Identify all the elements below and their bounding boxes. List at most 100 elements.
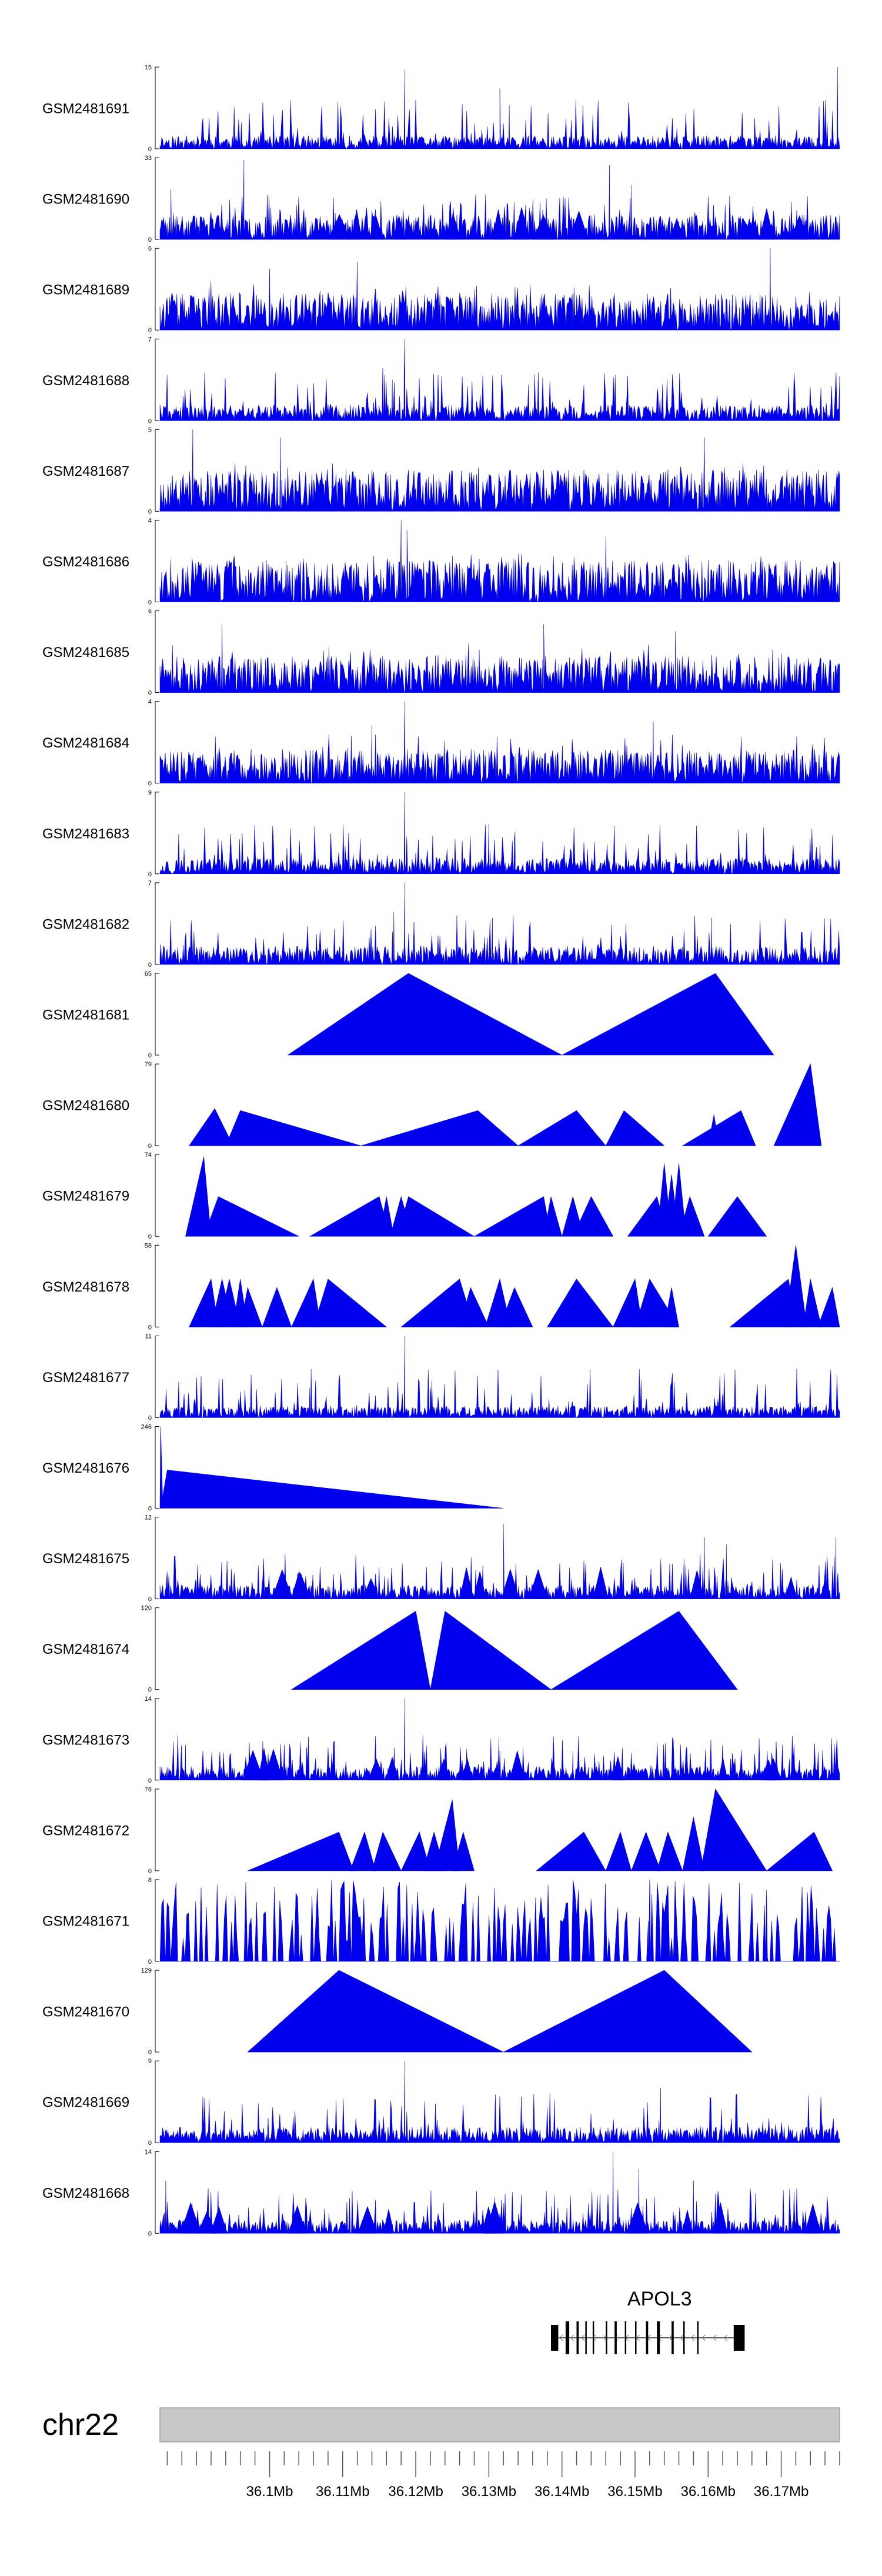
strand-arrow xyxy=(570,2334,574,2341)
y-min-label: 0 xyxy=(148,1777,152,1784)
track-GSM2481678: GSM2481678 58 0 xyxy=(42,1242,840,1331)
signal-peak xyxy=(593,1567,609,1599)
chromosome-ideogram xyxy=(159,2407,840,2442)
signal-peak xyxy=(362,1578,380,1599)
signal-peak xyxy=(461,1757,473,1781)
y-min-label: 0 xyxy=(148,2140,152,2147)
signal-area xyxy=(159,429,840,512)
track-label: GSM2481673 xyxy=(42,1732,129,1748)
y-min-label: 0 xyxy=(148,1233,152,1240)
signal-peak xyxy=(679,1196,705,1237)
y-min-label: 0 xyxy=(148,2049,152,2056)
signal-area xyxy=(159,66,840,149)
y-max-label: 6 xyxy=(148,245,152,252)
y-min-label: 0 xyxy=(148,1324,152,1331)
y-max-label: 76 xyxy=(145,1786,152,1793)
y-max-label: 79 xyxy=(145,1061,152,1068)
signal-area xyxy=(159,624,840,693)
track-label: GSM2481676 xyxy=(42,1460,129,1476)
signal-peak xyxy=(803,1279,822,1327)
track-label: GSM2481681 xyxy=(42,1007,129,1023)
track-label: GSM2481669 xyxy=(42,2095,129,2111)
track-label: GSM2481670 xyxy=(42,2004,129,2020)
signal-area xyxy=(159,1336,840,1419)
x-axis-tick-label: 36.1Mb xyxy=(246,2484,293,2500)
x-axis-tick-label: 36.17Mb xyxy=(754,2484,808,2500)
signal-peak xyxy=(513,207,530,240)
signal-peak xyxy=(499,1287,533,1327)
track-GSM2481674: GSM2481674 120 0 xyxy=(42,1605,738,1694)
x-axis-tick-label: 36.12Mb xyxy=(388,2484,443,2500)
gene-exon xyxy=(657,2321,660,2354)
signal-peak xyxy=(185,1156,212,1237)
signal-peak xyxy=(189,1278,219,1327)
signal-peak xyxy=(612,1756,624,1781)
gene-exon xyxy=(606,2321,607,2354)
signal-peak xyxy=(368,215,383,240)
signal-peak xyxy=(718,1757,728,1781)
signal-peak xyxy=(459,1567,474,1599)
y-max-label: 6 xyxy=(148,608,152,615)
track-GSM2481670: GSM2481670 129 0 xyxy=(42,1967,753,2056)
signal-peak xyxy=(180,2202,202,2234)
track-GSM2481686: GSM2481686 4 0 xyxy=(42,518,840,606)
y-min-label: 0 xyxy=(148,1687,152,1694)
signal-peak xyxy=(160,1470,504,1509)
signal-peak xyxy=(437,1759,450,1781)
signal-peak xyxy=(713,2202,728,2234)
signal-peak xyxy=(682,1817,705,1871)
y-max-label: 129 xyxy=(141,1967,152,1974)
x-axis-tick-label: 36.11Mb xyxy=(316,2484,370,2500)
y-max-label: 8 xyxy=(148,1877,152,1884)
signal-area xyxy=(159,1524,840,1600)
signal-area xyxy=(159,248,840,331)
y-max-label: 15 xyxy=(145,64,152,71)
track-label: GSM2481678 xyxy=(42,1279,129,1295)
y-max-label: 74 xyxy=(145,1152,152,1159)
strand-arrow xyxy=(723,2334,727,2341)
gene-exon xyxy=(635,2321,637,2354)
signal-peak xyxy=(383,2209,395,2234)
track-GSM2481679: GSM2481679 74 0 xyxy=(42,1152,767,1240)
track-label: GSM2481690 xyxy=(42,192,129,208)
track-label: GSM2481686 xyxy=(42,554,129,570)
strand-arrow xyxy=(669,2334,673,2341)
signal-peak xyxy=(262,1287,292,1327)
strand-arrow xyxy=(559,2334,563,2341)
signal-peak xyxy=(536,1831,606,1871)
signal-peak xyxy=(445,213,462,240)
signal-peak xyxy=(393,215,406,240)
signal-peak xyxy=(707,1115,720,1146)
signal-peak xyxy=(501,1568,520,1599)
signal-peak xyxy=(240,1287,263,1327)
track-label: GSM2481680 xyxy=(42,1098,129,1114)
signal-peak xyxy=(681,2210,693,2234)
signal-area xyxy=(159,520,840,602)
track-GSM2481683: GSM2481683 9 0 xyxy=(42,789,840,878)
signal-peak xyxy=(473,1571,487,1599)
track-label: GSM2481689 xyxy=(42,282,129,298)
y-min-label: 0 xyxy=(148,418,152,425)
signal-peak xyxy=(790,215,809,240)
signal-peak xyxy=(543,1196,563,1237)
signal-peak xyxy=(210,2206,228,2234)
y-max-label: 58 xyxy=(145,1242,152,1249)
gene-exon xyxy=(585,2321,587,2354)
y-min-label: 0 xyxy=(148,1868,152,1875)
signal-area xyxy=(159,2061,840,2143)
signal-peak xyxy=(313,1279,387,1327)
y-max-label: 14 xyxy=(145,2148,152,2155)
signal-peak xyxy=(225,1110,361,1146)
track-label: GSM2481679 xyxy=(42,1189,129,1204)
y-max-label: 65 xyxy=(145,970,152,977)
signal-peak xyxy=(485,2200,504,2234)
track-GSM2481691: GSM2481691 15 0 xyxy=(42,64,840,153)
y-min-label: 0 xyxy=(148,1143,152,1150)
y-max-label: 4 xyxy=(148,699,152,706)
signal-peak xyxy=(759,208,774,240)
signal-peak xyxy=(397,1196,475,1237)
track-label: GSM2481672 xyxy=(42,1823,129,1838)
strand-arrow xyxy=(603,2334,607,2341)
track-GSM2481688: GSM2481688 7 0 xyxy=(42,336,840,425)
track-GSM2481689: GSM2481689 6 0 xyxy=(42,245,840,334)
